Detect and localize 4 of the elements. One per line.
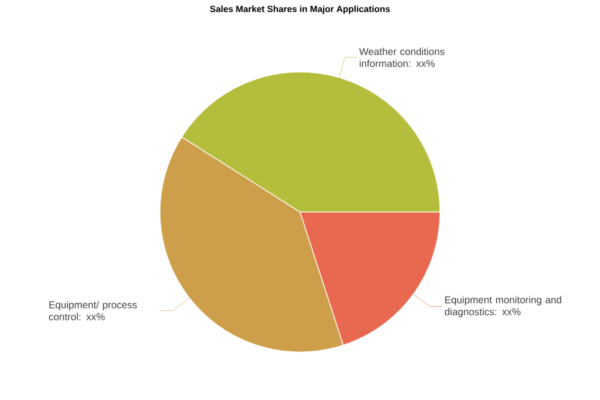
slice-label: Weather conditions information: xx%	[359, 48, 444, 68]
chart-title: Sales Market Shares in Major Applications	[210, 6, 390, 14]
slice-label: Equipment monitoring and diagnostics: xx%	[444, 296, 562, 318]
slice-label: Equipment/ process control: xx%	[49, 301, 137, 320]
